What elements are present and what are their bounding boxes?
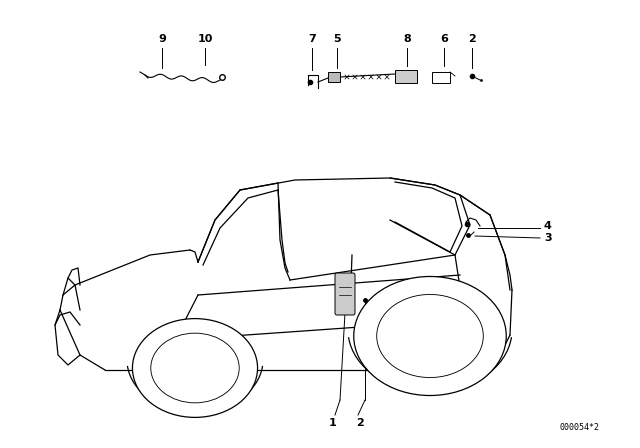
Text: 10: 10	[197, 34, 212, 44]
Text: 2: 2	[356, 418, 364, 428]
Text: 5: 5	[333, 34, 341, 44]
Ellipse shape	[354, 276, 506, 396]
Text: 8: 8	[403, 34, 411, 44]
FancyBboxPatch shape	[328, 72, 340, 82]
Text: 7: 7	[308, 34, 316, 44]
Text: 9: 9	[158, 34, 166, 44]
Text: 1: 1	[329, 418, 337, 428]
Text: 6: 6	[440, 34, 448, 44]
Text: 2: 2	[468, 34, 476, 44]
FancyBboxPatch shape	[395, 70, 417, 83]
Text: 000054*2: 000054*2	[560, 423, 600, 432]
Text: 3: 3	[544, 233, 552, 243]
FancyBboxPatch shape	[335, 273, 355, 315]
Ellipse shape	[132, 319, 257, 418]
Text: 4: 4	[544, 221, 552, 231]
